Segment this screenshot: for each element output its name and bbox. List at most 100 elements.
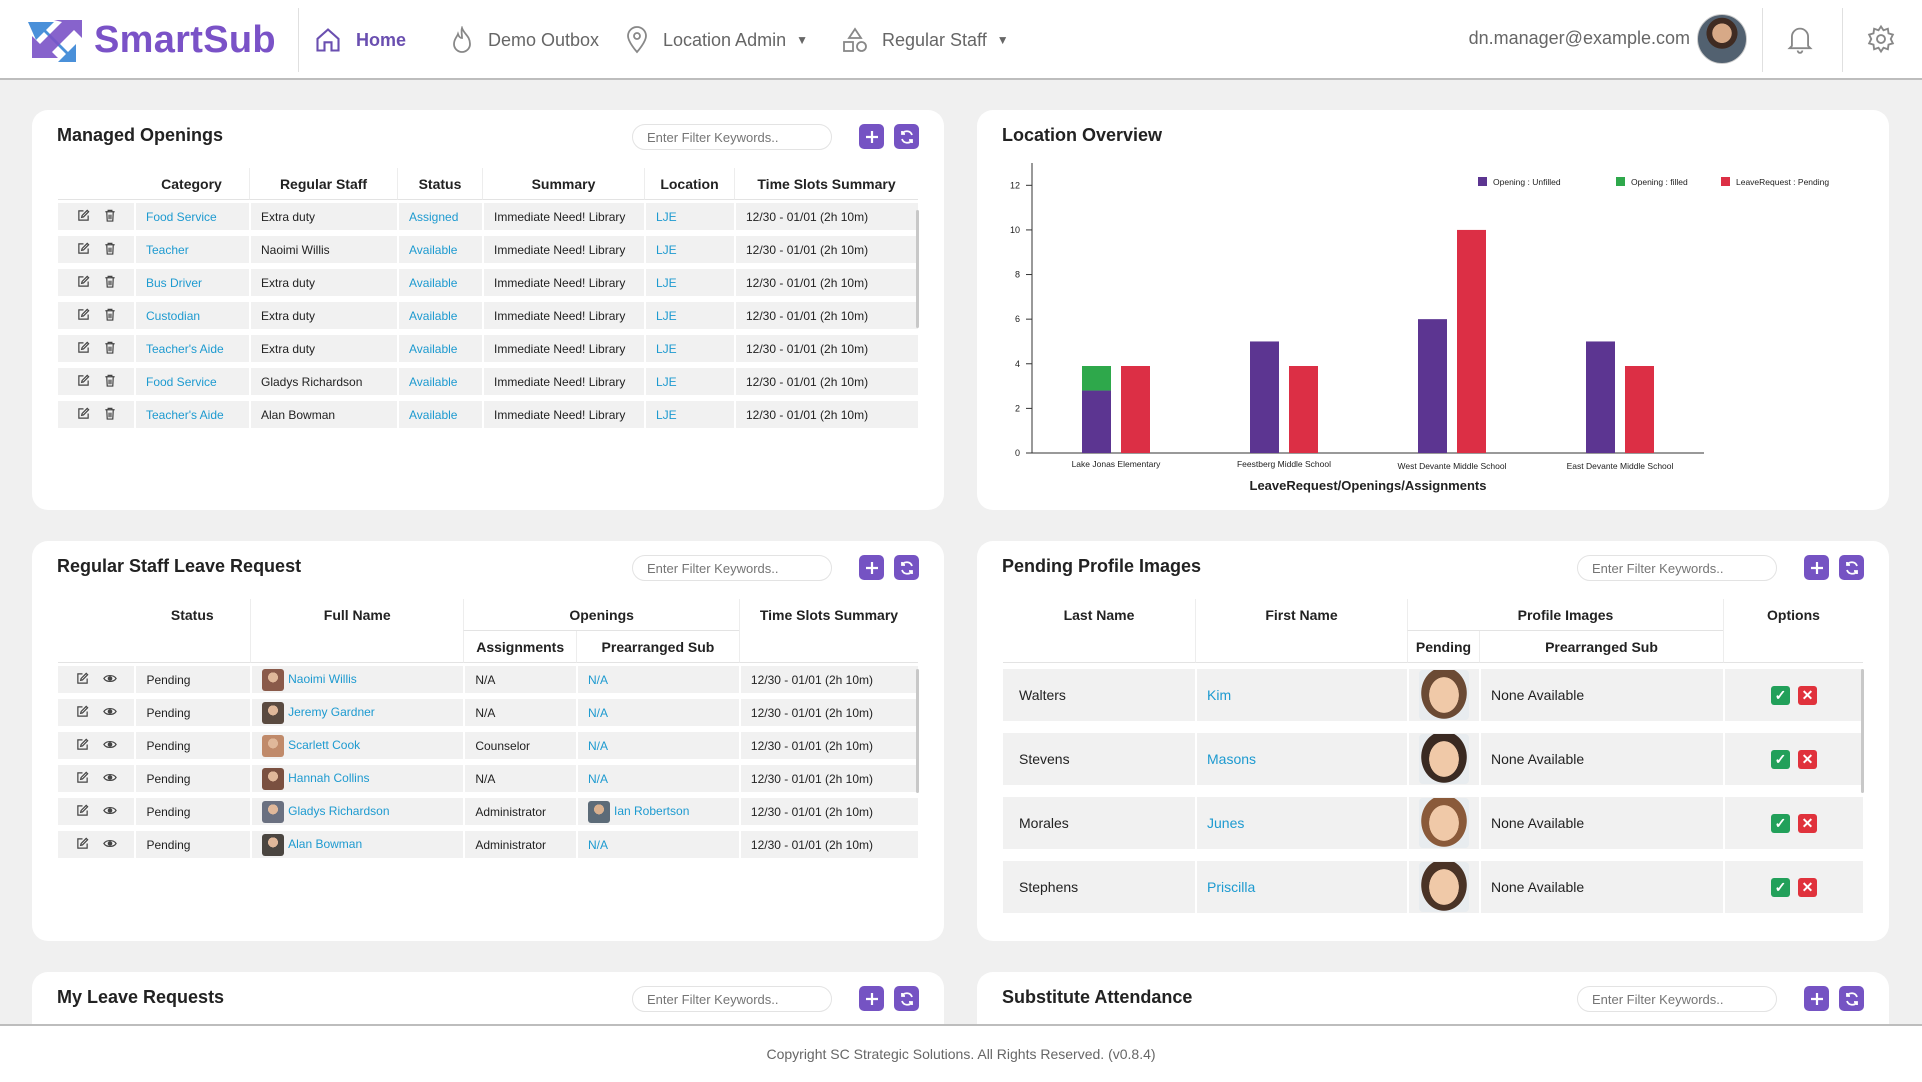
cell-value[interactable]: Food Service (146, 209, 217, 224)
column-header[interactable]: Options (1723, 599, 1863, 663)
filter-input[interactable] (1577, 555, 1777, 581)
cell-value[interactable]: Custodian (146, 308, 201, 323)
cell-value[interactable]: Gladys Richardson (288, 803, 390, 818)
view-button[interactable] (102, 739, 117, 753)
cell-value[interactable]: Assigned (409, 209, 459, 224)
column-header[interactable]: Category (134, 168, 249, 200)
reject-x-icon[interactable]: ✕ (1798, 685, 1817, 705)
edit-button[interactable] (76, 771, 89, 787)
table-row[interactable]: Pending Hannah Collins N/A N/A 12/30 - 01/01… (58, 762, 918, 795)
cell-value[interactable]: Masons (1207, 751, 1257, 767)
column-header[interactable]: Summary (482, 168, 644, 200)
cell-value[interactable]: N/A (587, 738, 608, 753)
column-header[interactable]: Profile Images (1407, 599, 1723, 631)
delete-button[interactable] (104, 242, 116, 258)
nav-home[interactable]: Home (314, 22, 406, 58)
table-row[interactable]: Teacher's Aide Alan Bowman Available Immedi… (58, 398, 918, 431)
table-row[interactable]: Stevens Masons None Available ✓ ✕ (1003, 727, 1863, 791)
bar-opening-unfilled[interactable] (1418, 319, 1447, 453)
column-header[interactable]: Openings (463, 599, 739, 631)
profile-photo[interactable] (1419, 734, 1469, 784)
cell-value[interactable]: Naoimi Willis (288, 671, 357, 686)
cell-value[interactable]: Available (409, 242, 458, 257)
cell-value[interactable]: Available (409, 308, 458, 323)
view-button[interactable] (102, 838, 117, 852)
edit-button[interactable] (76, 738, 89, 754)
profile-photo[interactable] (1419, 862, 1469, 912)
nav-regular-staff[interactable]: Regular Staff ▼ (842, 22, 1009, 58)
bar-opening-unfilled[interactable] (1250, 341, 1279, 453)
table-row[interactable]: Pending Naoimi Willis N/A N/A 12/30 - 01/01 … (58, 663, 918, 696)
cell-value[interactable]: Bus Driver (146, 275, 203, 290)
table-row[interactable]: Teacher Naoimi Willis Available Immediate N… (58, 233, 918, 266)
filter-input[interactable] (632, 124, 832, 150)
column-header[interactable]: Assignments (463, 631, 576, 663)
cell-value[interactable]: Scarlett Cook (288, 737, 361, 752)
column-header[interactable]: Location (644, 168, 734, 200)
add-button[interactable] (1804, 986, 1829, 1011)
column-header[interactable]: Status (397, 168, 482, 200)
column-header[interactable]: Prearranged Sub (1479, 631, 1723, 663)
table-row[interactable]: Pending Alan Bowman Administrator N/A 12/30 … (58, 828, 918, 861)
add-button[interactable] (859, 124, 884, 149)
approve-check-icon[interactable]: ✓ (1771, 749, 1790, 769)
cell-value[interactable]: LJE (656, 209, 677, 224)
column-header[interactable]: Last Name (1003, 599, 1195, 663)
reject-x-icon[interactable]: ✕ (1798, 813, 1817, 833)
reject-x-icon[interactable]: ✕ (1798, 877, 1817, 897)
delete-button[interactable] (104, 374, 116, 390)
table-scrollbar[interactable] (1861, 669, 1864, 793)
edit-button[interactable] (76, 672, 89, 688)
cell-value[interactable]: Available (409, 374, 458, 389)
bar-leave-pending[interactable] (1289, 366, 1318, 453)
legend-label[interactable]: Opening : filled (1631, 177, 1688, 187)
cell-value[interactable]: Teacher's Aide (146, 407, 224, 422)
edit-button[interactable] (76, 804, 89, 820)
edit-button[interactable] (77, 341, 90, 357)
table-row[interactable]: Stephens Priscilla None Available ✓ ✕ (1003, 855, 1863, 919)
refresh-button[interactable] (894, 986, 919, 1011)
table-row[interactable]: Bus Driver Extra duty Available Immediate N… (58, 266, 918, 299)
view-button[interactable] (102, 805, 117, 819)
edit-button[interactable] (77, 308, 90, 324)
bar-leave-pending[interactable] (1121, 366, 1150, 453)
add-button[interactable] (859, 555, 884, 580)
cell-value[interactable]: LJE (656, 374, 677, 389)
table-scrollbar[interactable] (916, 210, 919, 328)
table-row[interactable]: Pending Gladys Richardson Administrator Ian… (58, 795, 918, 828)
edit-button[interactable] (77, 407, 90, 423)
table-row[interactable]: Walters Kim None Available ✓ ✕ (1003, 663, 1863, 727)
cell-value[interactable]: LJE (656, 308, 677, 323)
table-row[interactable]: Custodian Extra duty Available Immediate Ne… (58, 299, 918, 332)
bar-leave-pending[interactable] (1457, 229, 1486, 453)
table-row[interactable]: Teacher's Aide Extra duty Available Immedia… (58, 332, 918, 365)
cell-value[interactable]: LJE (656, 275, 677, 290)
cell-value[interactable]: Ian Robertson (613, 803, 690, 818)
column-header[interactable]: Pending (1407, 631, 1479, 663)
edit-button[interactable] (76, 705, 89, 721)
cell-value[interactable]: Hannah Collins (288, 770, 370, 785)
cell-value[interactable]: Alan Bowman (288, 836, 363, 851)
cell-value[interactable]: Priscilla (1207, 879, 1256, 895)
add-button[interactable] (1804, 555, 1829, 580)
cell-value[interactable]: Available (409, 341, 458, 356)
column-header[interactable]: Status (134, 599, 251, 663)
view-button[interactable] (102, 706, 117, 720)
table-row[interactable]: Food Service Extra duty Assigned Immediate … (58, 200, 918, 233)
refresh-button[interactable] (1839, 986, 1864, 1011)
approve-check-icon[interactable]: ✓ (1771, 877, 1790, 897)
add-button[interactable] (859, 986, 884, 1011)
edit-button[interactable] (76, 837, 89, 853)
cell-value[interactable]: Teacher's Aide (146, 341, 224, 356)
view-button[interactable] (102, 772, 117, 786)
profile-photo[interactable] (1419, 670, 1469, 720)
cell-value[interactable]: Jeremy Gardner (288, 704, 375, 719)
profile-photo[interactable] (1419, 798, 1469, 848)
column-header[interactable]: Regular Staff (249, 168, 397, 200)
cell-value[interactable]: N/A (587, 837, 608, 852)
bar-opening-filled[interactable] (1082, 366, 1111, 391)
table-row[interactable]: Morales Junes None Available ✓ ✕ (1003, 791, 1863, 855)
bar-opening-unfilled[interactable] (1586, 341, 1615, 453)
refresh-button[interactable] (1839, 555, 1864, 580)
brand-logo[interactable]: SmartSub (24, 12, 276, 68)
